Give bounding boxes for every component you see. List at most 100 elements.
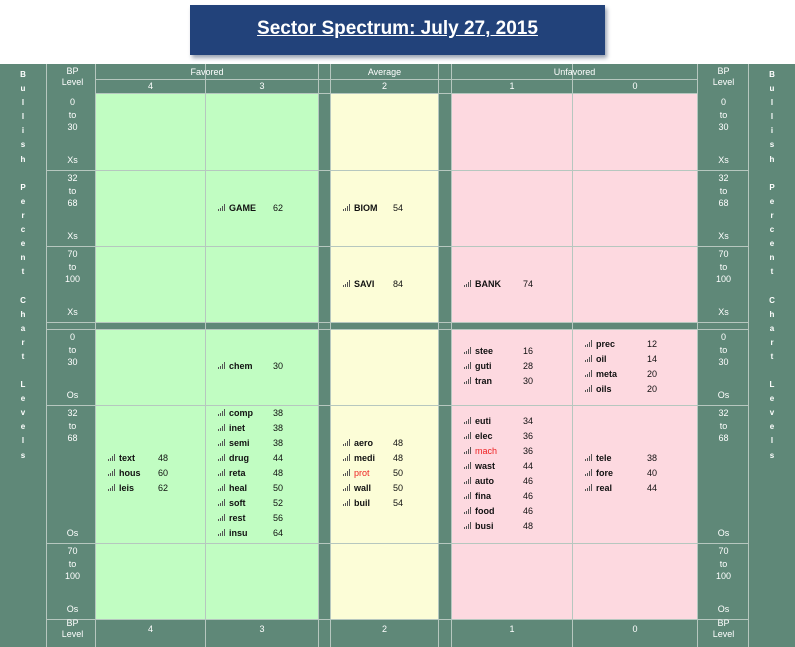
row-level-value: 0 [69, 332, 75, 342]
signal-bars-icon [585, 454, 593, 462]
sector-entry[interactable]: reta 48 [218, 466, 283, 481]
zone-col-1-lower [452, 329, 572, 619]
row-level-suffix: Os [66, 604, 79, 614]
sector-score: 48 [273, 468, 284, 478]
sector-entry[interactable]: chem 30 [218, 359, 283, 374]
sector-entry[interactable]: elec 36 [464, 429, 533, 444]
sector-entry[interactable]: food 46 [464, 504, 533, 519]
signal-bars-icon [218, 499, 226, 507]
column-header-3: 3 [259, 81, 265, 91]
row-level-range: 32 to 68 [698, 407, 749, 445]
sector-entry[interactable]: drug 44 [218, 451, 283, 466]
sector-entry[interactable]: BIOM 54 [343, 201, 403, 216]
signal-bars-icon [343, 204, 351, 212]
row-divider [46, 543, 749, 544]
sector-entry[interactable]: GAME 62 [218, 201, 283, 216]
sector-score: 20 [647, 369, 658, 379]
sector-entry[interactable]: fore 40 [585, 466, 657, 481]
row-level-value: 68 [718, 433, 729, 443]
side-label-char: l [21, 98, 25, 108]
sector-entry[interactable]: soft 52 [218, 496, 283, 511]
sector-score: 46 [523, 506, 534, 516]
sector-entry[interactable]: semi 38 [218, 436, 283, 451]
sector-entry[interactable]: tele 38 [585, 451, 657, 466]
sector-entry[interactable]: BANK 74 [464, 277, 533, 292]
row-level-suffix: Os [717, 604, 730, 614]
sector-name: aero [354, 438, 374, 448]
side-label-char: a [20, 323, 26, 333]
sector-entry[interactable]: SAVI 84 [343, 277, 403, 292]
sector-entry[interactable]: busi 48 [464, 519, 533, 534]
side-label-char: u [769, 84, 775, 94]
side-label-char: e [769, 239, 775, 249]
row-level-suffix: Xs [718, 155, 729, 165]
sector-score: 44 [273, 453, 284, 463]
sector-entry[interactable]: inet 38 [218, 421, 283, 436]
sector-entry[interactable]: auto 46 [464, 474, 533, 489]
row-level-value: to [68, 109, 77, 120]
signal-bars-icon [464, 347, 472, 355]
sector-entry[interactable]: text 48 [108, 451, 168, 466]
sector-entry[interactable]: oils 20 [585, 382, 657, 397]
side-label-char: B [769, 70, 775, 79]
header-divider [95, 93, 697, 94]
sector-score: 50 [393, 483, 404, 493]
sector-name: prec [596, 339, 616, 349]
side-label-char: C [20, 295, 26, 305]
side-label-char [771, 167, 773, 181]
sector-entry[interactable]: heal 50 [218, 481, 283, 496]
sector-entry[interactable]: wall 50 [343, 481, 403, 496]
sector-entry[interactable]: leis 62 [108, 481, 168, 496]
side-label-char: e [20, 394, 26, 404]
sector-entry[interactable]: aero 48 [343, 436, 403, 451]
sector-entry[interactable]: comp 38 [218, 406, 283, 421]
sector-name: hous [119, 468, 141, 478]
sector-entry[interactable]: hous 60 [108, 466, 168, 481]
signal-bars-icon [108, 454, 116, 462]
sector-name: mach [475, 446, 498, 456]
sector-score: 44 [523, 461, 534, 471]
row-level-value: to [68, 420, 77, 431]
row-level-range: 32 to 68 [47, 407, 98, 445]
sector-name: elec [475, 431, 493, 441]
row-level-value: to [719, 344, 728, 355]
sector-name: GAME [229, 203, 256, 213]
column-header-2: 2 [381, 81, 387, 91]
side-label-char: r [770, 210, 774, 220]
sector-score: 28 [523, 361, 534, 371]
signal-bars-icon [343, 484, 351, 492]
sector-entry[interactable]: real 44 [585, 481, 657, 496]
side-label-char: l [21, 112, 25, 122]
sector-entry[interactable]: tran 30 [464, 374, 533, 389]
sector-entry[interactable]: stee 16 [464, 344, 533, 359]
sector-entry[interactable]: fina 46 [464, 489, 533, 504]
signal-bars-icon [585, 385, 593, 393]
sector-score: 36 [523, 431, 534, 441]
sector-entry[interactable]: medi 48 [343, 451, 403, 466]
sector-entry[interactable]: guti 28 [464, 359, 533, 374]
sector-entry[interactable]: insu 64 [218, 526, 283, 541]
sector-entry[interactable]: meta 20 [585, 367, 657, 382]
row-level-value: to [719, 420, 728, 431]
sector-entry[interactable]: buil 54 [343, 496, 403, 511]
sector-score: 50 [273, 483, 284, 493]
sector-name: inet [229, 423, 246, 433]
bp-level-header-text: Level [712, 77, 735, 87]
sector-entry[interactable]: wast 44 [464, 459, 533, 474]
bp-level-footer: BP Level [698, 618, 749, 640]
row-level-range: 70 to 100 [47, 248, 98, 286]
sector-name: fina [475, 491, 492, 501]
row-level-value: 32 [67, 408, 78, 418]
row-level-range: 70 to 100 [47, 545, 98, 583]
signal-bars-icon [464, 522, 472, 530]
sector-entry[interactable]: euti 34 [464, 414, 533, 429]
row-level-value: 32 [67, 173, 78, 183]
group-header-unfavored: Unfavored [553, 67, 596, 77]
sector-entry[interactable]: oil 14 [585, 352, 657, 367]
sector-score: 40 [647, 468, 658, 478]
sector-entry[interactable]: prot 50 [343, 466, 403, 481]
sector-entry[interactable]: rest 56 [218, 511, 283, 526]
sector-entry[interactable]: mach 36 [464, 444, 533, 459]
sector-entry[interactable]: prec 12 [585, 337, 657, 352]
